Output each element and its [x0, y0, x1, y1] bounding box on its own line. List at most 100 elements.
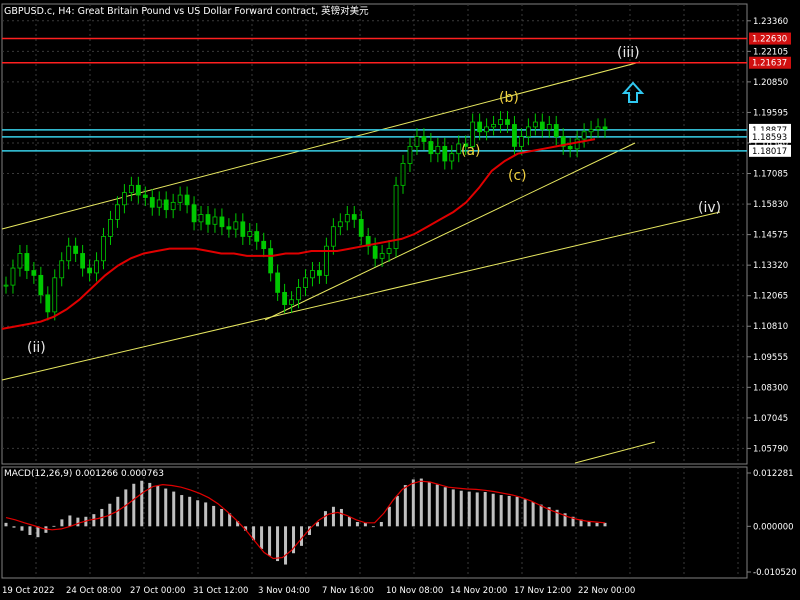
macd-histogram-bar [483, 492, 487, 527]
macd-histogram-bar [499, 495, 503, 527]
macd-histogram-bar [212, 505, 216, 527]
macd-histogram-bar [52, 525, 56, 527]
macd-histogram-bar [68, 515, 72, 527]
moving-average-line [1, 138, 596, 330]
candle-body [261, 240, 267, 250]
macd-histogram-bar [20, 526, 24, 531]
candle-body [184, 194, 190, 206]
candle-body [198, 214, 204, 223]
candle-body [303, 277, 308, 288]
macd-histogram-bar [315, 521, 319, 527]
candle-body [240, 221, 246, 237]
y-tick-label: 1.08300 [753, 383, 788, 393]
y-tick-label: 1.18340 [753, 139, 788, 149]
candle-body [372, 245, 378, 259]
macd-histogram-bar [4, 522, 8, 527]
candle-body [156, 199, 162, 208]
macd-histogram-bar [323, 511, 327, 527]
macd-histogram-bar [507, 495, 511, 527]
candle-body [414, 136, 420, 147]
macd-histogram-bar [579, 519, 583, 527]
trend-line [1, 61, 641, 230]
macd-histogram-bar [172, 491, 176, 527]
y-tick-label: 1.14575 [753, 231, 788, 241]
macd-histogram-bar [164, 488, 168, 527]
y-tick-label: 1.10810 [753, 322, 788, 332]
candle-body [177, 194, 183, 203]
candle-body [400, 163, 406, 186]
macd-histogram-bar [355, 521, 359, 527]
candle-body [470, 121, 476, 147]
x-tick-label: 14 Nov 20:00 [450, 586, 507, 596]
candle-body [421, 136, 427, 142]
candle-body [539, 121, 545, 130]
macd-histogram-bar [387, 506, 391, 527]
macd-histogram-bar [140, 480, 144, 527]
y-tick-label: 1.20850 [753, 78, 788, 88]
candle-body [560, 136, 566, 147]
y-tick-label: 1.23360 [753, 17, 788, 27]
macd-histogram-bar [268, 526, 272, 556]
macd-histogram-bar [459, 490, 463, 527]
candle-body [386, 248, 392, 254]
candle-body [358, 218, 364, 237]
candle-body [317, 270, 322, 276]
wave-label: (ii) [27, 340, 46, 356]
macd-histogram-bar [292, 526, 296, 554]
macd-histogram-bar [60, 519, 64, 527]
candle-body [149, 197, 155, 208]
macd-histogram-bar [156, 485, 160, 527]
macd-histogram-bar [443, 487, 447, 527]
x-tick-label: 17 Nov 12:00 [514, 586, 571, 596]
y-tick-label: 1.12065 [753, 292, 788, 302]
y-tick-label: 1.19595 [753, 108, 788, 118]
macd-histogram-bar [307, 526, 311, 536]
macd-histogram-bar [475, 492, 479, 527]
wave-label: (iii) [617, 45, 640, 61]
macd-histogram-bar [451, 489, 455, 527]
candle-body [135, 184, 141, 196]
candle-body [407, 145, 413, 164]
candle-body [45, 294, 51, 313]
candle-body [477, 121, 483, 133]
x-tick-label: 3 Nov 04:00 [258, 586, 310, 596]
macd-histogram-bar [539, 504, 543, 527]
candle-body [567, 145, 573, 150]
candle-body [310, 270, 315, 279]
macd-histogram-bar [563, 513, 567, 527]
macd-histogram-bar [531, 502, 535, 527]
x-tick-label: 19 Oct 2022 [2, 586, 55, 596]
macd-histogram-bar [603, 522, 607, 527]
wave-label: (iv) [698, 200, 721, 216]
candle-body [59, 260, 65, 279]
y-tick-label: 1.17085 [753, 170, 788, 180]
chart-title: GBPUSD.c, H4: Great Britain Pound vs US … [4, 6, 369, 17]
macd-histogram-bar [467, 491, 471, 527]
macd-histogram-bar [252, 526, 256, 541]
y-tick-label: 1.22105 [753, 47, 788, 57]
candle-body [428, 141, 434, 155]
candle-body [574, 138, 580, 150]
macd-histogram-bar [188, 496, 192, 527]
candle-body [435, 145, 441, 155]
macd-histogram-bar [28, 526, 32, 536]
price-level-tag [749, 130, 791, 143]
price-level-tag [749, 144, 791, 157]
candle-body [519, 136, 524, 147]
macd-histogram-bar [228, 513, 232, 527]
candle-body [233, 221, 239, 230]
candle-body [219, 216, 225, 228]
candle-body [226, 226, 232, 230]
candle-body [268, 248, 274, 274]
macd-histogram-bar [148, 482, 152, 527]
macd-y-tick-label: 0.000000 [753, 522, 794, 532]
macd-histogram-bar [571, 516, 575, 527]
candle-body [101, 236, 106, 262]
candle-body [142, 194, 148, 198]
x-tick-label: 7 Nov 16:00 [322, 586, 374, 596]
candle-body [296, 287, 301, 301]
price-level-tag [749, 32, 791, 45]
macd-histogram-bar [92, 514, 96, 527]
candle-body [94, 260, 99, 274]
